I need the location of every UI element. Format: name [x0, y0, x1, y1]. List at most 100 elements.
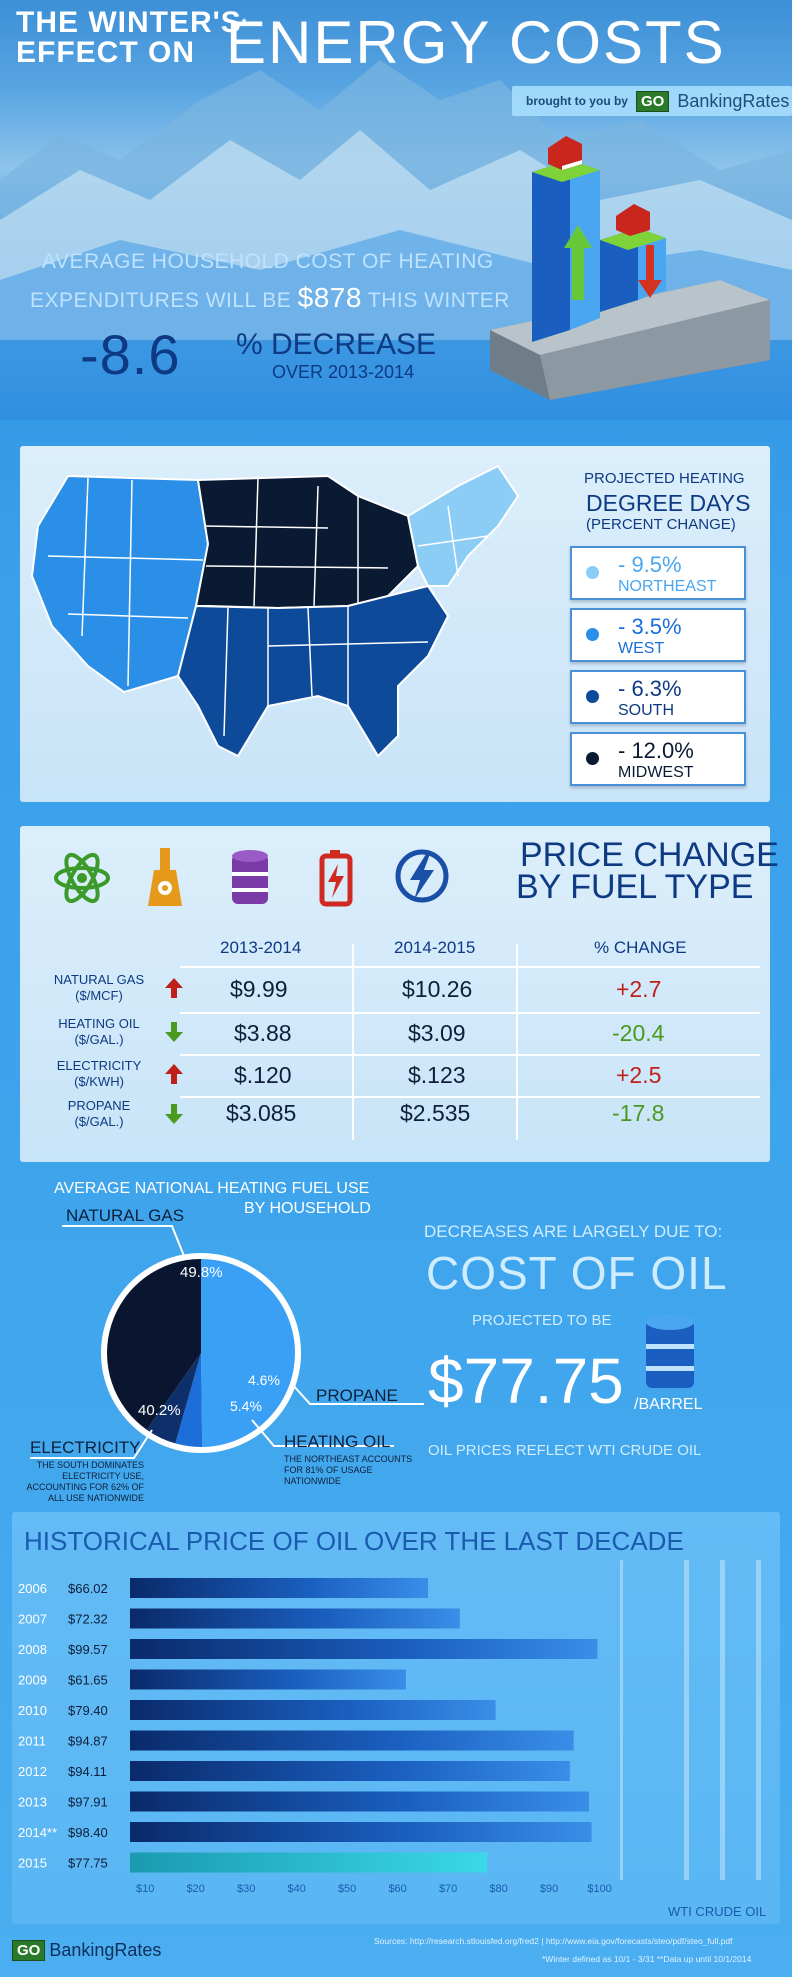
bar-value-label: $99.57 — [68, 1642, 108, 1657]
brand-name: BankingRates — [677, 90, 790, 111]
oil-note: OIL PRICES REFLECT WTI CRUDE OIL — [428, 1442, 702, 1459]
pie-slice-natural-gas — [201, 1259, 296, 1447]
degree-value: - 12.0% — [618, 738, 694, 763]
bar-value-label: $97.91 — [68, 1795, 108, 1810]
x-tick-label: $10 — [136, 1883, 154, 1895]
oil-unit: /BARREL — [634, 1396, 703, 1413]
cell-2014: $10.26 — [402, 976, 473, 1002]
cell-2013: $9.99 — [230, 976, 288, 1002]
pie-pct-heating-oil: 5.4% — [230, 1398, 262, 1414]
pie-pct-natural-gas: 49.8% — [180, 1264, 223, 1281]
oil-barrel-icon — [646, 1314, 694, 1388]
bar-2007 — [130, 1608, 460, 1629]
oil-price-bar-chart: 2006 $66.02 2007 $72.32 2008 $99.57 2009 $61.65… — [18, 1560, 761, 1895]
cell-change: -20.4 — [612, 1020, 665, 1046]
lightning-icon — [395, 849, 449, 903]
percent-change-period: OVER 2013-2014 — [272, 362, 415, 382]
map-region-south — [176, 584, 450, 758]
bar-2011 — [130, 1730, 574, 1751]
table-divider — [180, 1012, 760, 1014]
x-tick-label: $100 — [587, 1883, 611, 1895]
map-region-northeast — [406, 464, 520, 587]
up-arrow-icon — [165, 1064, 183, 1084]
bar-2006 — [130, 1578, 429, 1598]
up-arrow-icon — [165, 978, 183, 998]
title-line1: THE WINTER'S — [16, 6, 242, 39]
bar-category-label: 2015 — [18, 1856, 47, 1871]
degree-days-title2: DEGREE DAYS — [586, 490, 751, 516]
oil-title: COST OF OIL — [426, 1247, 728, 1299]
degree-region: NORTHEAST — [618, 578, 717, 595]
table-divider — [516, 944, 518, 1140]
row-label-heating-oil: HEATING OIL ($/GAL.) — [44, 1016, 154, 1048]
footer-logo[interactable]: GO BankingRates — [12, 1940, 161, 1961]
degree-card-midwest: - 12.0% MIDWEST — [570, 732, 746, 786]
col-header-2013: 2013-2014 — [220, 938, 302, 957]
pie-leader-line — [251, 1419, 394, 1447]
pie-leader-line — [62, 1225, 185, 1257]
degree-card-northeast: - 9.5% NORTHEAST — [570, 546, 746, 600]
degree-region: SOUTH — [618, 702, 674, 719]
pie-label-electricity: ELECTRICITY — [30, 1438, 141, 1457]
table-divider — [180, 1096, 760, 1098]
oil-intro: DECREASES ARE LARGELY DUE TO: — [424, 1222, 723, 1241]
x-tick-label: $40 — [287, 1883, 305, 1895]
pie-pct-electricity: 40.2% — [138, 1402, 181, 1419]
headline-amount: $878 — [297, 282, 362, 313]
battery-icon — [319, 850, 353, 907]
bar-2009 — [130, 1669, 406, 1690]
bar-value-label: $98.40 — [68, 1825, 108, 1840]
house-price-illustration — [490, 136, 770, 400]
x-tick-label: $80 — [489, 1883, 507, 1895]
down-arrow-icon — [165, 1104, 183, 1124]
us-map — [30, 464, 520, 758]
winter-note: *Winter defined as 10/1 - 3/31 **Data up… — [542, 1954, 752, 1964]
percent-change-word: % DECREASE — [236, 328, 437, 361]
pie-label-heating-oil: HEATING OIL — [284, 1432, 391, 1451]
bar-value-label: $77.75 — [68, 1856, 108, 1871]
atom-icon — [54, 852, 110, 904]
x-tick-label: $70 — [439, 1883, 457, 1895]
pie-slice-propane — [175, 1353, 203, 1447]
pie-slice-heating-oil — [146, 1353, 201, 1444]
bar-category-label: 2008 — [18, 1642, 47, 1657]
pie-title2: BY HOUSEHOLD — [244, 1200, 371, 1217]
pie-leader-line — [291, 1383, 424, 1405]
cell-change: +2.5 — [616, 1062, 662, 1088]
bar-2012 — [130, 1761, 570, 1781]
bar-chart-title: HISTORICAL PRICE OF OIL OVER THE LAST DE… — [24, 1526, 684, 1556]
background-stripe — [756, 1560, 761, 1880]
row-unit: ($/MCF) — [75, 988, 123, 1003]
oil-pump-icon — [148, 848, 182, 906]
x-tick-label: $50 — [338, 1883, 356, 1895]
legend-dot-icon — [586, 566, 599, 579]
row-label-propane: PROPANE ($/GAL.) — [44, 1098, 154, 1130]
bar-value-label: $66.02 — [68, 1581, 108, 1596]
bar-2008 — [130, 1639, 598, 1659]
price-title1: PRICE CHANGE — [520, 836, 779, 874]
headline-post: THIS WINTER — [367, 289, 510, 312]
bar-category-label: 2014** — [18, 1825, 57, 1840]
legend-dot-icon — [586, 628, 599, 641]
oil-price: $77.75 — [428, 1345, 624, 1417]
cell-2014: $2.535 — [400, 1100, 471, 1126]
row-unit: ($/KWH) — [74, 1074, 124, 1089]
series-label: WTI CRUDE OIL — [668, 1904, 767, 1919]
bar-value-label: $61.65 — [68, 1673, 108, 1688]
heating-pie-chart — [101, 1253, 301, 1453]
row-label-electricity: ELECTRICITY ($/KWH) — [44, 1058, 154, 1090]
bar-category-label: 2011 — [18, 1734, 46, 1749]
sponsor-bar[interactable]: brought to you by GO BankingRates — [512, 86, 792, 116]
title-asterisk: * — [241, 16, 248, 30]
cell-change: -17.8 — [612, 1100, 665, 1126]
bar-2013 — [130, 1791, 590, 1812]
row-name: HEATING OIL — [58, 1016, 140, 1031]
row-name: ELECTRICITY — [56, 1058, 142, 1073]
bar-category-label: 2012 — [18, 1764, 47, 1779]
pie-label-natural-gas: NATURAL GAS — [66, 1206, 185, 1225]
price-title2: BY FUEL TYPE — [516, 868, 754, 906]
pie-slice-electricity — [107, 1259, 201, 1430]
col-header-change: % CHANGE — [594, 938, 687, 957]
degree-card-south: - 6.3% SOUTH — [570, 670, 746, 724]
pie-title1: AVERAGE NATIONAL HEATING FUEL USE — [54, 1180, 370, 1197]
